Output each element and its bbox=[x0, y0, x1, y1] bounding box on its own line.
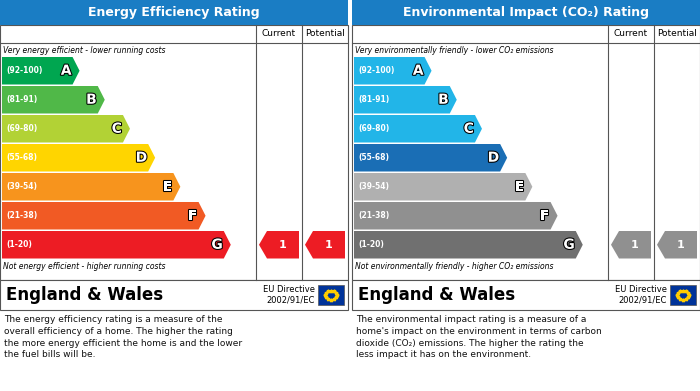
Polygon shape bbox=[354, 86, 457, 113]
Polygon shape bbox=[2, 144, 155, 172]
Text: (69-80): (69-80) bbox=[358, 124, 389, 133]
Polygon shape bbox=[2, 57, 80, 84]
Bar bbox=[352, 0, 700, 25]
Polygon shape bbox=[305, 231, 345, 258]
Bar bbox=[0, 0, 348, 25]
Text: (1-20): (1-20) bbox=[358, 240, 384, 249]
Polygon shape bbox=[354, 202, 558, 230]
Text: EU Directive
2002/91/EC: EU Directive 2002/91/EC bbox=[263, 285, 315, 305]
Text: 1: 1 bbox=[325, 240, 333, 250]
Polygon shape bbox=[354, 231, 583, 258]
Bar bbox=[0, 280, 348, 310]
Text: (81-91): (81-91) bbox=[6, 95, 37, 104]
Polygon shape bbox=[354, 173, 533, 201]
Bar bbox=[352, 25, 700, 280]
Text: C: C bbox=[112, 122, 122, 136]
Text: The energy efficiency rating is a measure of the
overall efficiency of a home. T: The energy efficiency rating is a measur… bbox=[4, 315, 242, 359]
Text: The environmental impact rating is a measure of a
home's impact on the environme: The environmental impact rating is a mea… bbox=[356, 315, 602, 359]
Bar bbox=[318, 285, 344, 305]
Text: Current: Current bbox=[262, 29, 296, 38]
Text: F: F bbox=[540, 209, 550, 223]
Polygon shape bbox=[2, 86, 105, 113]
Text: Very environmentally friendly - lower CO₂ emissions: Very environmentally friendly - lower CO… bbox=[355, 46, 554, 55]
Text: G: G bbox=[211, 238, 223, 252]
Polygon shape bbox=[2, 231, 231, 258]
Text: A: A bbox=[61, 64, 71, 78]
Polygon shape bbox=[2, 173, 181, 201]
Text: D: D bbox=[488, 151, 499, 165]
Text: (1-20): (1-20) bbox=[6, 240, 32, 249]
Text: Environmental Impact (CO₂) Rating: Environmental Impact (CO₂) Rating bbox=[403, 6, 649, 19]
Text: (55-68): (55-68) bbox=[358, 153, 389, 162]
Text: B: B bbox=[438, 93, 449, 107]
Polygon shape bbox=[2, 115, 130, 142]
Text: 1: 1 bbox=[677, 240, 685, 250]
Text: EU Directive
2002/91/EC: EU Directive 2002/91/EC bbox=[615, 285, 667, 305]
Text: England & Wales: England & Wales bbox=[6, 286, 163, 304]
Text: (69-80): (69-80) bbox=[6, 124, 37, 133]
Polygon shape bbox=[2, 202, 206, 230]
Text: G: G bbox=[564, 238, 575, 252]
Polygon shape bbox=[259, 231, 299, 258]
Text: Current: Current bbox=[614, 29, 648, 38]
Text: 1: 1 bbox=[631, 240, 639, 250]
Text: 1: 1 bbox=[279, 240, 287, 250]
Polygon shape bbox=[354, 57, 432, 84]
Text: Potential: Potential bbox=[305, 29, 345, 38]
Text: (21-38): (21-38) bbox=[6, 211, 37, 220]
Text: Not environmentally friendly - higher CO₂ emissions: Not environmentally friendly - higher CO… bbox=[355, 262, 554, 271]
Text: England & Wales: England & Wales bbox=[358, 286, 515, 304]
Text: Very energy efficient - lower running costs: Very energy efficient - lower running co… bbox=[3, 46, 165, 55]
Text: E: E bbox=[163, 180, 172, 194]
Text: A: A bbox=[413, 64, 424, 78]
Text: (55-68): (55-68) bbox=[6, 153, 37, 162]
Text: Energy Efficiency Rating: Energy Efficiency Rating bbox=[88, 6, 260, 19]
Bar bbox=[0, 25, 348, 280]
Text: Potential: Potential bbox=[657, 29, 697, 38]
Text: Not energy efficient - higher running costs: Not energy efficient - higher running co… bbox=[3, 262, 165, 271]
Polygon shape bbox=[657, 231, 697, 258]
Text: (92-100): (92-100) bbox=[358, 66, 394, 75]
Text: (81-91): (81-91) bbox=[358, 95, 389, 104]
Text: (92-100): (92-100) bbox=[6, 66, 43, 75]
Text: D: D bbox=[136, 151, 147, 165]
Text: B: B bbox=[86, 93, 97, 107]
Text: (39-54): (39-54) bbox=[6, 182, 37, 191]
Bar bbox=[670, 285, 696, 305]
Polygon shape bbox=[611, 231, 651, 258]
Polygon shape bbox=[354, 115, 482, 142]
Polygon shape bbox=[354, 144, 508, 172]
Text: (21-38): (21-38) bbox=[358, 211, 389, 220]
Text: C: C bbox=[463, 122, 474, 136]
Text: E: E bbox=[515, 180, 524, 194]
Bar bbox=[352, 280, 700, 310]
Text: F: F bbox=[188, 209, 197, 223]
Text: (39-54): (39-54) bbox=[358, 182, 389, 191]
